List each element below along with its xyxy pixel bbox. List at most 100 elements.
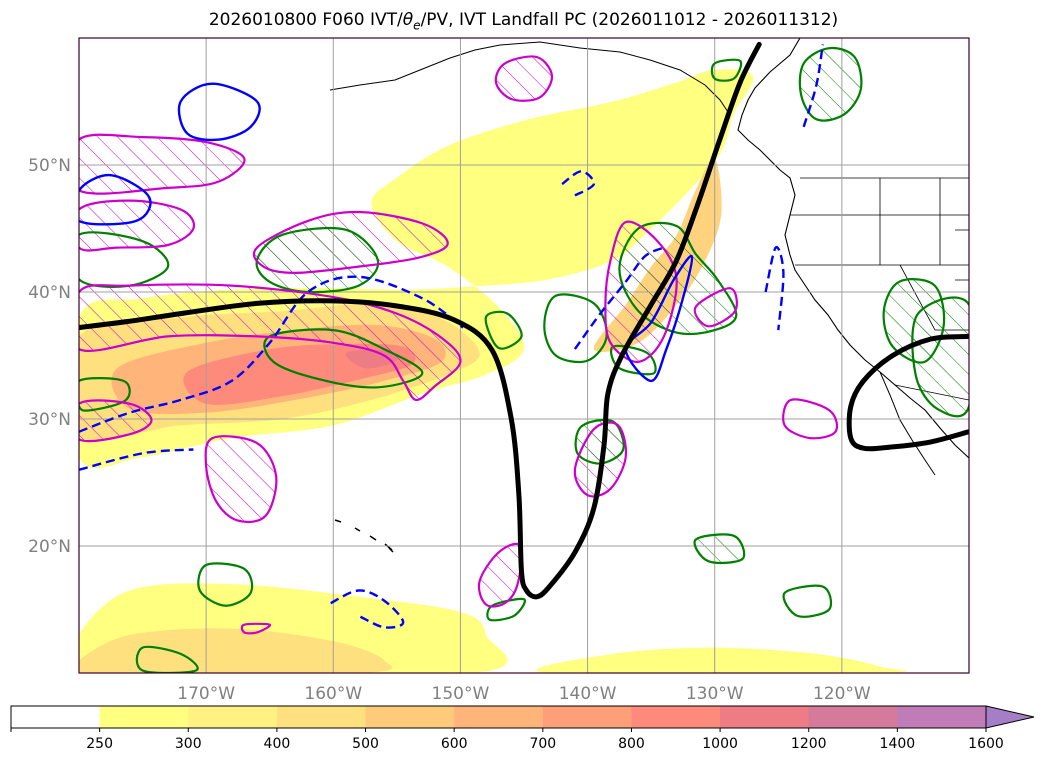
pv-hatch-pv-145: [478, 543, 522, 607]
pc-contour-pc-137n: [609, 344, 657, 376]
colorbar-frame: [10, 705, 987, 729]
colorbar-segment-1600: [897, 706, 987, 728]
colorbar-label-800: 800: [618, 736, 645, 752]
coastline-layer: [329, 38, 969, 553]
pc-contour-pc-145: [486, 597, 526, 622]
pv-contour-pv-south: [240, 622, 272, 635]
pv-contour-pv-125: [782, 398, 839, 440]
pv-contour-pv-170: [204, 435, 278, 524]
lon-label-170: 170°W: [177, 684, 235, 704]
pc-contour-pc-ar-s: [263, 328, 424, 389]
pc-contour-pc-sw2: [135, 645, 199, 673]
hawaii-islands: [334, 519, 394, 553]
lat-label-30: 30°N: [28, 410, 71, 430]
pc-contour-pc-w33: [79, 377, 131, 412]
colorbar-extend-arrow: [985, 705, 1035, 729]
theta-e-contour-te-ne: [802, 44, 824, 128]
pv-contour-layer: [79, 55, 839, 635]
colorbar-label-250: 250: [86, 736, 113, 752]
colorbar-segment-500: [276, 706, 367, 728]
pv-hatch-pv-north: [495, 56, 553, 101]
pc-contour-pc-148: [484, 310, 523, 350]
pv-contour-pv-north: [494, 55, 554, 102]
landfall-pc-track-east: [846, 333, 969, 452]
pc-hatch-pc-130s: [694, 534, 745, 563]
theta-e-contour-te-w48: [79, 173, 152, 226]
pc-contour-pc-sw1: [197, 562, 254, 607]
colorbar-segment-1400: [808, 706, 898, 728]
pc-contour-pc-125s: [782, 584, 833, 618]
pc-contour-pc-130s: [693, 533, 746, 565]
colorbar-segment-1200: [720, 706, 810, 728]
north-america-coast: [737, 38, 969, 459]
theta-e-contour-te-ar-lower: [79, 448, 194, 471]
pv-contour-pv-ar-lower: [79, 283, 462, 402]
colorbar-segment-800: [542, 706, 632, 728]
colorbar-label-1400: 1400: [880, 736, 916, 752]
colorbar-segment-300: [99, 706, 189, 728]
pv-contour-pv-140: [604, 220, 678, 364]
pc-contour-pc-midw: [255, 226, 380, 294]
theta-e-contour-te-nw: [177, 82, 261, 142]
lon-label-160: 160°W: [304, 684, 362, 704]
theta-e-contour-te-coast: [624, 254, 694, 383]
pv-hatch-pv-west-band: [79, 200, 194, 251]
pv-contour-pv-nw: [79, 133, 246, 195]
lon-label-130: 130°W: [686, 684, 744, 704]
longitude-labels: 170°W 160°W 150°W 140°W 130°W 120°W: [177, 684, 871, 704]
colorbar-segment-700: [454, 706, 544, 728]
colorbar-segment-400: [188, 706, 278, 728]
colorbar-label-700: 700: [529, 736, 556, 752]
theta-e-contour-te-coast-dash: [573, 246, 665, 350]
map-title: 2026010800 F060 IVT/θe/PV, IVT Landfall …: [0, 10, 1047, 32]
gridlines: [79, 38, 969, 673]
pc-contour-pc-115: [882, 278, 946, 364]
ivt-south-band-inner: [79, 628, 393, 673]
colorbar-label-1000: 1000: [702, 736, 738, 752]
ivt-inner-coast: [593, 158, 722, 352]
lon-label-150: 150°W: [432, 684, 490, 704]
colorbar-label-1200: 1200: [791, 736, 827, 752]
pc-hatch-pc-ne: [799, 47, 862, 121]
colorbar-segment-600: [365, 706, 455, 728]
pc-hatch-pc-bc: [912, 297, 969, 417]
title-prefix: 2026010800 F060 IVT/: [208, 10, 403, 30]
pv-hatch-pv-170: [205, 436, 277, 522]
colorbar-segment-1000: [631, 706, 721, 728]
colorbar-label-1600: 1600: [968, 736, 1004, 752]
lat-label-20: 20°N: [28, 537, 71, 557]
colorbar-label-400: 400: [264, 736, 291, 752]
map-frame: [78, 37, 970, 674]
pv-contour-pv-west-band: [79, 199, 195, 252]
landfall-pc-track-west: [79, 41, 762, 600]
pc-contour-pc-140: [543, 293, 608, 364]
pv-hatch-pv-nw: [79, 134, 245, 194]
pc-contour-pc-ne: [798, 46, 863, 122]
pc-contour-layer: [79, 46, 969, 673]
pc-contour-pc-bc: [911, 296, 969, 418]
pv-contour-pv-central: [252, 210, 449, 275]
pv-contour-pv-135: [693, 287, 738, 328]
theta-e-contour-layer: [79, 44, 824, 629]
lon-label-120: 120°W: [813, 684, 871, 704]
baja-coast: [879, 371, 936, 476]
colorbar: 250 300 400 500 600 700 800 1000 1200 1400 1600: [10, 705, 1035, 752]
landfall-track-layer: [79, 41, 969, 600]
ivt-se-band: [536, 647, 908, 673]
colorbar-segment-250: [11, 706, 101, 728]
pc-contour-pc-nw-coast: [710, 58, 743, 82]
theta-e-contour-te-125: [764, 246, 785, 331]
theta-e-contour-te-ar: [79, 275, 464, 433]
lat-label-50: 50°N: [28, 156, 71, 176]
colorbar-label-300: 300: [175, 736, 202, 752]
pv-contour-pv-137: [573, 421, 628, 498]
pc-contour-pc-w1: [79, 231, 170, 288]
title-theta: θe: [402, 10, 421, 33]
alaska-coast: [329, 41, 731, 116]
colorbar-label-500: 500: [352, 736, 379, 752]
lat-label-40: 40°N: [28, 283, 71, 303]
latitude-labels: 20°N 30°N 40°N 50°N: [28, 156, 71, 557]
pc-contour-pc-140s: [574, 418, 625, 465]
pv-contour-pv-w30: [79, 399, 153, 443]
